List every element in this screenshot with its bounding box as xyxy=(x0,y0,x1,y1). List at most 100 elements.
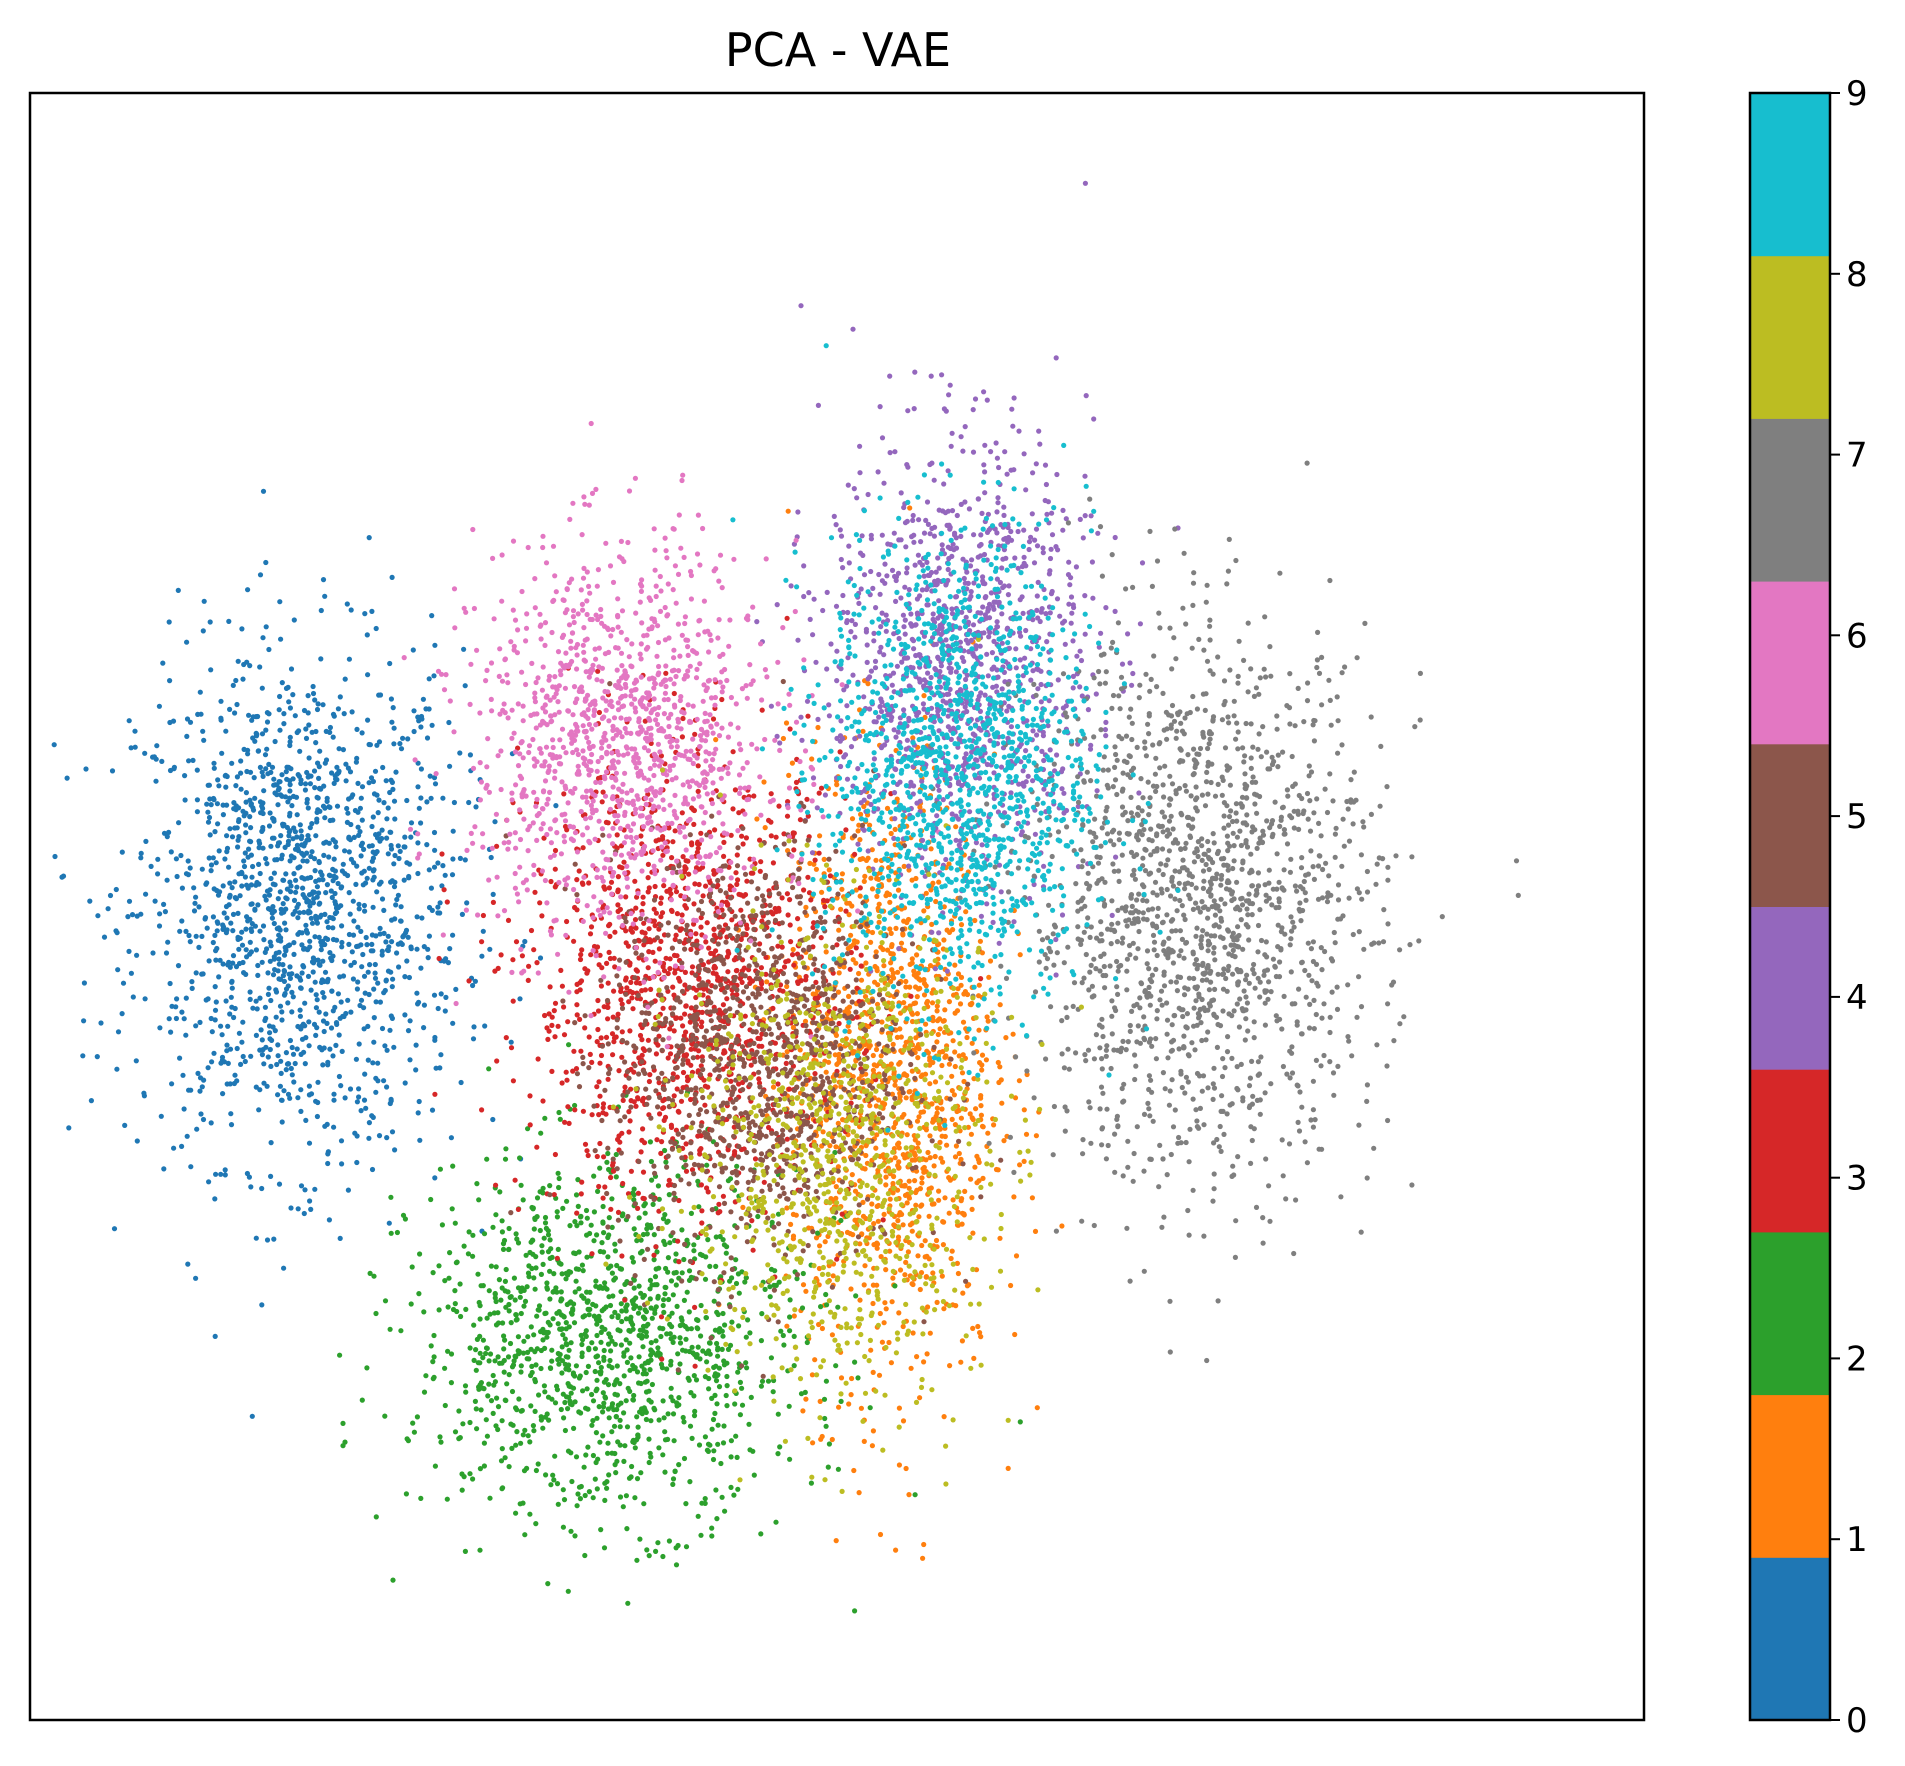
scatter-point xyxy=(921,693,927,699)
scatter-point xyxy=(400,1212,407,1218)
scatter-point xyxy=(537,955,544,961)
scatter-point xyxy=(225,1023,231,1029)
scatter-point xyxy=(241,858,247,864)
scatter-point xyxy=(655,1293,661,1299)
scatter-point xyxy=(941,937,947,943)
scatter-point xyxy=(664,1331,670,1337)
scatter-point xyxy=(797,926,803,932)
scatter-point xyxy=(337,694,343,700)
scatter-point xyxy=(960,1290,966,1296)
scatter-point xyxy=(964,991,971,998)
scatter-point xyxy=(164,834,170,840)
scatter-point xyxy=(287,795,293,801)
scatter-point xyxy=(385,851,391,857)
scatter-point xyxy=(327,729,333,736)
scatter-point xyxy=(198,1111,204,1117)
scatter-point xyxy=(571,938,577,944)
scatter-point xyxy=(661,1415,667,1421)
scatter-point xyxy=(533,1265,539,1271)
scatter-point xyxy=(790,952,796,958)
scatter-point xyxy=(623,1493,630,1499)
scatter-point xyxy=(348,962,354,968)
scatter-point xyxy=(322,969,329,975)
scatter-point xyxy=(829,1436,835,1443)
scatter-point xyxy=(300,885,306,891)
scatter-point xyxy=(497,1189,503,1195)
scatter-point xyxy=(724,996,730,1002)
scatter-point xyxy=(518,1363,524,1369)
scatter-point xyxy=(305,833,311,839)
scatter-point xyxy=(528,1324,534,1330)
scatter-point xyxy=(623,894,629,900)
scatter-point xyxy=(609,1429,615,1435)
scatter-point xyxy=(423,706,429,712)
scatter-point xyxy=(615,1327,621,1333)
scatter-point xyxy=(357,1002,363,1009)
scatter-point xyxy=(659,1356,665,1362)
scatter-point xyxy=(870,1369,876,1375)
scatter-point xyxy=(276,707,282,713)
scatter-point xyxy=(537,900,543,906)
scatter-point xyxy=(316,775,322,782)
scatter-point xyxy=(916,1214,922,1220)
scatter-point xyxy=(214,801,220,807)
scatter-point xyxy=(141,1090,147,1096)
scatter-point xyxy=(306,722,312,728)
scatter-point xyxy=(154,743,160,749)
scatter-point xyxy=(861,878,867,885)
scatter-point xyxy=(324,798,330,805)
scatter-point xyxy=(442,1365,448,1371)
scatter-point xyxy=(958,1156,964,1162)
scatter-point xyxy=(800,1270,806,1277)
scatter-point xyxy=(676,1402,682,1408)
scatter-point xyxy=(322,805,328,811)
scatter-point xyxy=(326,840,332,846)
scatter-point xyxy=(878,944,884,950)
scatter-point xyxy=(952,1063,958,1070)
scatter-point xyxy=(249,901,255,907)
scatter-point xyxy=(595,668,601,674)
scatter-point xyxy=(309,821,315,827)
scatter-point xyxy=(618,1266,625,1272)
scatter-point xyxy=(658,1361,665,1367)
scatter-point xyxy=(502,1278,508,1284)
scatter-point xyxy=(305,774,311,780)
scatter-point xyxy=(193,1023,199,1029)
scatter-point xyxy=(959,1196,965,1202)
scatter-point xyxy=(669,1310,675,1316)
scatter-point xyxy=(768,791,774,797)
scatter-point xyxy=(407,1018,413,1024)
scatter-point xyxy=(301,909,307,915)
scatter-point xyxy=(598,1339,604,1345)
scatter-point xyxy=(286,764,292,771)
scatter-point xyxy=(636,1283,642,1289)
scatter-point xyxy=(894,1034,901,1040)
scatter-point xyxy=(377,925,383,932)
scatter-point xyxy=(897,1210,903,1216)
scatter-point xyxy=(937,1026,943,1032)
scatter-point xyxy=(873,1103,880,1109)
scatter-point xyxy=(411,1429,417,1435)
scatter-point xyxy=(666,1538,673,1544)
scatter-point xyxy=(735,1271,742,1277)
scatter-point xyxy=(676,1462,682,1468)
scatter-point xyxy=(186,932,192,939)
scatter-point xyxy=(129,912,136,918)
scatter-point xyxy=(265,970,271,976)
scatter-point xyxy=(862,1263,868,1269)
scatter-point xyxy=(264,746,270,752)
scatter-point xyxy=(877,1531,884,1538)
scatter-point xyxy=(421,944,427,950)
scatter-point xyxy=(302,1061,308,1067)
scatter-point xyxy=(219,750,225,756)
scatter-point xyxy=(518,1182,524,1188)
scatter-point xyxy=(167,980,173,987)
scatter-point xyxy=(476,1197,482,1203)
scatter-point xyxy=(759,1378,766,1384)
scatter-point xyxy=(621,1373,627,1379)
scatter-point xyxy=(653,1244,659,1250)
scatter-point xyxy=(470,1253,476,1259)
scatter-point xyxy=(979,1067,985,1073)
scatter-point xyxy=(765,1378,772,1384)
scatter-point xyxy=(338,999,344,1005)
